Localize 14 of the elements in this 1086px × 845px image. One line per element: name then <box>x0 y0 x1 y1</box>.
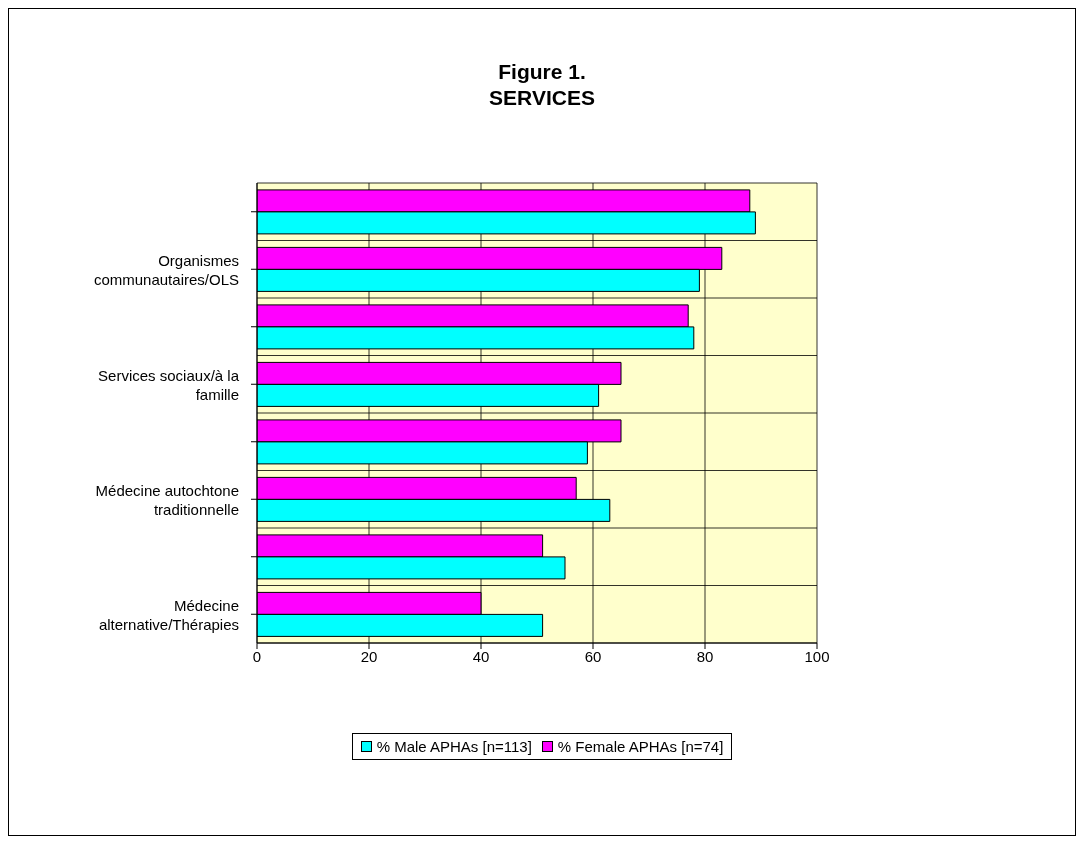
chart-title: Figure 1. <box>497 59 587 85</box>
x-tick-label: 40 <box>472 647 490 665</box>
y-tick-label: Médecine alternative/Thérapies <box>98 596 239 633</box>
x-tick-label: 80 <box>696 647 714 665</box>
legend-label: % Female APHAs [n=74] <box>556 738 724 755</box>
x-tick-label: 0 <box>252 647 262 665</box>
x-tick-label: 60 <box>584 647 602 665</box>
x-tick-label: 100 <box>804 647 830 665</box>
x-tick-label: 20 <box>360 647 378 665</box>
y-tick-label: Services sociaux/à la famille <box>98 366 240 403</box>
y-tick-label: Organismes communautaires/OLS <box>93 251 239 288</box>
legend-label: % Male APHAs [n=113] <box>375 738 532 755</box>
y-tick-label: Médecine autochtone traditionnelle <box>95 481 239 518</box>
chart-subtitle: SERVICES <box>488 85 596 111</box>
